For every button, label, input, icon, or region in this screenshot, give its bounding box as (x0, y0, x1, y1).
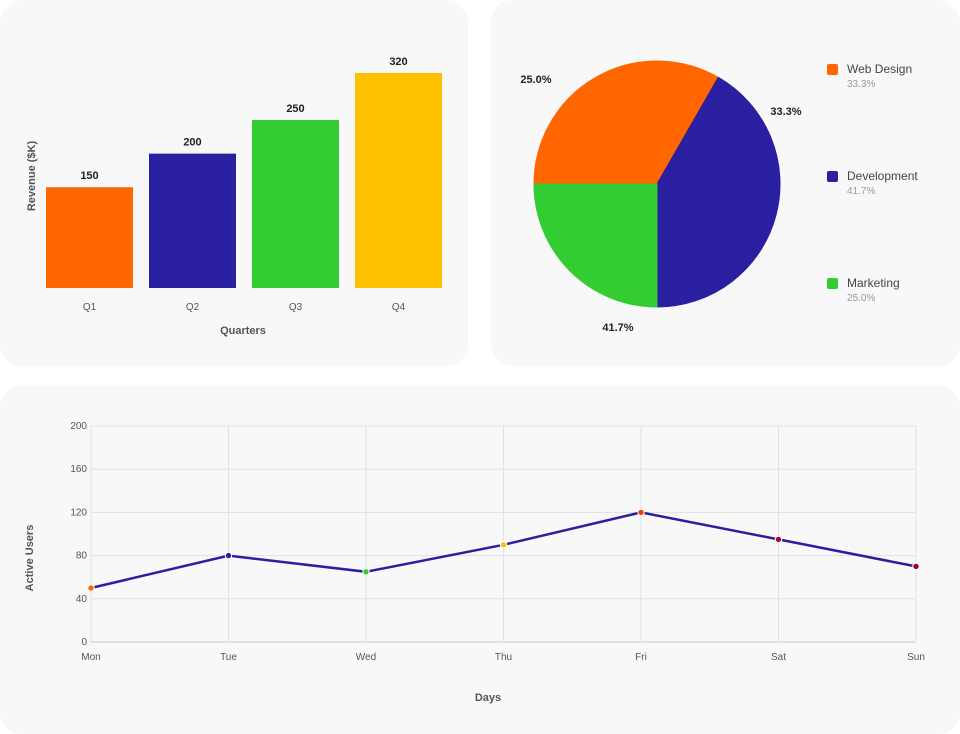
bar-chart: Revenue ($K) Quarters 150 Q1 200 Q2 250 Q3 320… (26, 56, 442, 337)
pie-chart: 33.3% 41.7% 25.0% (520, 60, 802, 334)
bar-q1 (46, 187, 133, 288)
bar-y-axis-title: Revenue ($K) (26, 141, 38, 212)
y-tick-label: 160 (70, 464, 87, 475)
data-point-sun (912, 562, 920, 571)
pie-slice-development (656, 76, 781, 308)
pie-percent-label: 25.0% (520, 74, 551, 86)
legend-label: Development (847, 169, 918, 183)
x-tick-label: Tue (220, 652, 237, 663)
line-chart: Active Users Days 0 40 80 120 160 200 Mon Tue We… (24, 421, 925, 704)
legend-swatch (827, 64, 838, 75)
line-x-axis-title: Days (475, 692, 501, 704)
x-tick-label: Mon (81, 652, 100, 663)
y-tick-label: 0 (81, 637, 87, 648)
x-tick-label: Thu (495, 652, 512, 663)
pie-percent-label: 41.7% (602, 322, 633, 334)
line-chart-card: Active Users Days 0 40 80 120 160 200 Mon Tue We… (0, 386, 960, 734)
pie-slice-marketing (533, 183, 658, 308)
legend-percent: 41.7% (847, 186, 876, 197)
legend-percent: 25.0% (847, 293, 876, 304)
data-point-tue (224, 551, 233, 560)
bar-x-tick-label: Q2 (186, 302, 200, 313)
pie-chart-card: 33.3% 41.7% 25.0% Web Design 33.3% Develop… (491, 0, 960, 366)
x-tick-label: Sun (907, 652, 925, 663)
bar-value-label: 320 (389, 56, 407, 68)
legend-swatch (827, 278, 838, 289)
pie-slice-web-design (533, 60, 719, 185)
bar-x-axis-title: Quarters (220, 325, 266, 337)
x-tick-label: Wed (356, 652, 376, 663)
y-tick-label: 120 (70, 507, 87, 518)
legend-label: Web Design (847, 62, 913, 76)
legend-label: Marketing (847, 276, 900, 290)
bar-value-label: 150 (80, 170, 98, 182)
data-point-mon (87, 584, 95, 592)
bar-q3 (252, 120, 339, 288)
bar-value-label: 250 (286, 103, 304, 115)
y-tick-label: 40 (76, 594, 88, 605)
y-tick-label: 80 (76, 551, 88, 562)
bar-value-label: 200 (183, 137, 201, 149)
x-tick-label: Sat (771, 652, 786, 663)
data-point-wed (362, 568, 370, 576)
bar-x-tick-label: Q4 (392, 302, 406, 313)
data-point-fri (637, 508, 645, 517)
bar-x-tick-label: Q3 (289, 302, 303, 313)
bar-q4 (355, 73, 442, 288)
legend-percent: 33.3% (847, 79, 876, 90)
data-point-sat (774, 535, 783, 544)
bar-x-tick-label: Q1 (83, 302, 97, 313)
bar-q2 (149, 153, 236, 288)
legend-swatch (827, 171, 838, 182)
x-tick-label: Fri (635, 652, 647, 663)
line-y-axis-title: Active Users (24, 525, 36, 592)
data-point-thu (499, 541, 508, 549)
y-tick-label: 200 (70, 421, 87, 432)
pie-percent-label: 33.3% (770, 106, 801, 118)
bar-chart-card: Revenue ($K) Quarters 150 Q1 200 Q2 250 Q3 320… (0, 0, 468, 366)
